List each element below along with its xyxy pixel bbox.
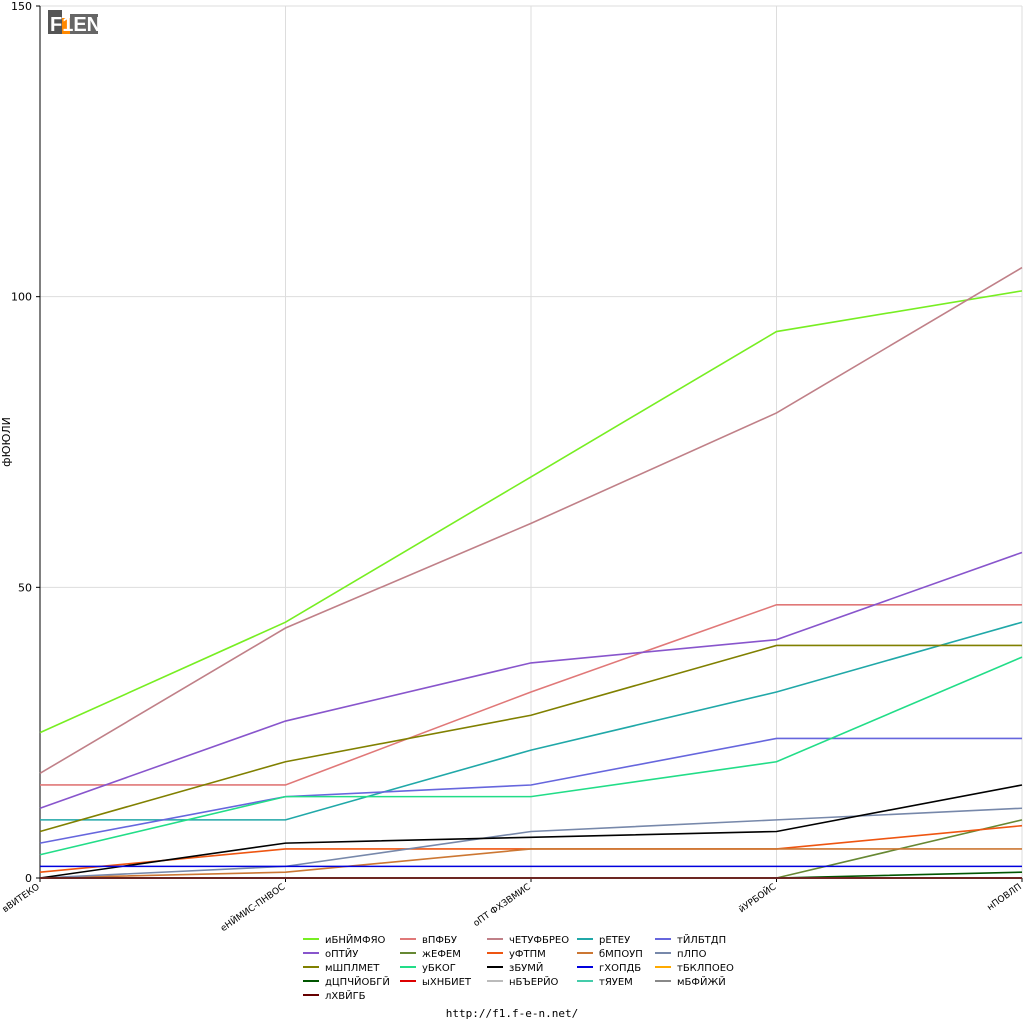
legend-label-9: пЛПО	[677, 949, 707, 960]
x-tick-label-1: еНЙМИС-ПНВОС	[218, 881, 287, 935]
legend-label-12: зБУМЙ	[509, 961, 543, 974]
legend-label-16: ыХНБИЕТ	[422, 977, 472, 988]
series-line-5	[39, 551, 1023, 809]
legend-label-3: рЕТЕУ	[599, 935, 630, 946]
legend-label-6: жЕФЕМ	[422, 949, 461, 960]
legend-label-5: оПТЙУ	[325, 947, 358, 960]
legend-label-20: лХВЙГБ	[325, 989, 366, 1002]
legend-label-14: тБКЛПОЕО	[677, 963, 734, 974]
legend-label-13: гХОПДБ	[599, 963, 641, 974]
legend-label-15: дЦПЧЙОБГЙ	[325, 975, 390, 988]
y-axis-label: фЮЮЛИ	[0, 417, 13, 467]
f1en-logo: F1EN	[48, 10, 101, 36]
legend-label-4: тЙЛБТДП	[677, 933, 726, 946]
y-tick-label-0: 0	[25, 872, 32, 885]
series-line-12	[39, 784, 1023, 879]
x-axis-ticks: вВИТЕКО еНЙМИС-ПНВОС оПТ ФХЗВМИС йУРБОЙС нПО…	[1, 878, 1024, 934]
footer-url[interactable]: http://f1.f-e-n.net/	[446, 1007, 578, 1020]
logo-text: F1EN	[50, 14, 101, 36]
legend-label-7: уФТПМ	[509, 949, 546, 960]
series-line-3	[40, 621, 1023, 821]
legend-label-17: нБЪЕРЙО	[509, 975, 559, 988]
grid	[39, 5, 1023, 879]
x-tick-label-0: вВИТЕКО	[1, 882, 42, 915]
series-line-4	[39, 737, 1022, 844]
legend-label-11: уБКОГ	[422, 963, 456, 974]
y-tick-label-1: 50	[18, 581, 32, 594]
legend-label-19: мБФЙЖЙ	[677, 975, 726, 988]
legend-label-18: тЯУЕМ	[599, 977, 633, 988]
legend-label-10: мШПЛМЕТ	[325, 963, 380, 974]
series-line-2	[39, 266, 1023, 775]
series-line-10	[39, 644, 1022, 833]
series-line-0	[39, 290, 1023, 734]
x-tick-label-3: йУРБОЙС	[736, 881, 778, 916]
y-tick-label-3: 150	[11, 0, 32, 13]
y-axis-ticks: 0 50 100 150	[11, 0, 40, 885]
legend-label-0: иБНЙМФЯО	[325, 933, 386, 946]
legend-label-2: чЕТУФБРЕО	[509, 935, 569, 946]
series-line-8	[39, 848, 1022, 879]
legend-label-1: вПФБУ	[422, 935, 457, 946]
legend-label-8: бМПОУП	[599, 949, 643, 960]
series-lines	[39, 266, 1023, 879]
legend: иБНЙМФЯО вПФБУ чЕТУФБРЕО рЕТЕУ тЙЛБТДП оПТЙУ ж…	[303, 933, 734, 1002]
x-tick-label-4: нПОВЛП	[986, 882, 1024, 913]
series-line-11	[39, 656, 1023, 856]
y-tick-label-2: 100	[11, 291, 32, 304]
x-tick-label-2: оПТ ФХЗВМИС	[472, 882, 533, 929]
